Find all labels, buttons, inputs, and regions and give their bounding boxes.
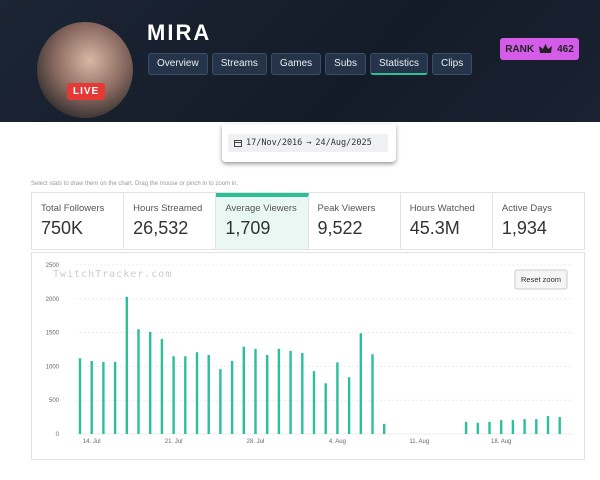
hint: Select stats to draw them on the chart. … (31, 181, 239, 187)
bar (184, 356, 187, 434)
date-from: 17/Nov/2016 (246, 138, 303, 148)
nav-tab[interactable]: Clips (431, 53, 473, 75)
stat-label: Hours Watched (409, 203, 475, 214)
date-range: 17/Nov/2016 → 24/Aug/2025 (228, 134, 388, 152)
calendar-icon (234, 140, 242, 147)
crown-icon (539, 44, 553, 53)
stat[interactable]: Active Days 1,934 (493, 193, 584, 249)
stat-value: 45.3M (409, 218, 460, 238)
x-tick-label: 14. Jul (83, 439, 101, 445)
header: LIVE MIRA Overview Streams Games Subs Statis… (0, 0, 600, 122)
rank-value: 462 (557, 43, 574, 55)
reset-zoom[interactable] (514, 269, 568, 290)
y-tick-label: 1500 (46, 331, 60, 337)
bar (383, 423, 386, 434)
chart: TwitchTracker.com Reset zoom 0 500 1000 150… (31, 252, 585, 460)
bar (195, 352, 199, 434)
stat[interactable]: Peak Viewers 9,522 (309, 193, 401, 249)
x-tick-label: 18. Aug (491, 439, 511, 445)
stat[interactable]: Hours Streamed 26,532 (124, 193, 217, 249)
stat-label: Hours Streamed (133, 203, 203, 214)
bar (160, 339, 164, 434)
bar (78, 358, 82, 434)
bar (102, 362, 105, 434)
y-tick-label: 2500 (46, 263, 60, 269)
bar (312, 371, 316, 434)
reset-zoom-label: Reset zoom (521, 275, 561, 284)
bar (511, 420, 515, 434)
bar (535, 419, 538, 434)
nav-tab[interactable]: Statistics (369, 53, 428, 75)
y-tick-label: 2000 (46, 297, 60, 303)
x-tick-label: 11. Aug (409, 439, 429, 445)
x-tick-label: 21. Jul (165, 439, 183, 445)
bar (359, 333, 362, 434)
nav-tab[interactable]: Overview (148, 53, 208, 75)
y-tick-label: 500 (49, 398, 60, 404)
bar (125, 296, 128, 434)
stat-value: 26,532 (133, 218, 189, 238)
bar (242, 346, 245, 434)
arrow: → (306, 138, 312, 148)
bar (230, 360, 234, 434)
bar (172, 356, 175, 434)
bar (371, 354, 374, 434)
bar (523, 419, 526, 434)
bar (219, 369, 222, 434)
bar (546, 416, 550, 434)
nav-tab[interactable]: Games (270, 53, 322, 75)
bar (254, 348, 257, 434)
bar (207, 354, 210, 434)
x-tick-label: 4. Aug (329, 439, 346, 445)
bar (90, 360, 93, 434)
bar (301, 352, 304, 434)
stat-label: Active Days (501, 203, 553, 214)
y-tick-label: 1000 (46, 364, 60, 370)
bar (266, 354, 269, 434)
bar (488, 421, 491, 434)
nav: Overview Streams Games Subs Statistics Clips (148, 53, 473, 75)
y-tick-label: 0 (56, 432, 60, 438)
bar (149, 331, 152, 434)
stat-value: 1,934 (501, 218, 547, 238)
bar (464, 421, 468, 434)
bar (277, 348, 281, 434)
bar (347, 377, 351, 434)
nav-tab[interactable]: Streams (211, 53, 267, 75)
stat[interactable]: Hours Watched 45.3M (401, 193, 493, 249)
stat-value: 750K (41, 218, 84, 238)
bar (476, 422, 479, 434)
channel-name: MIRA (147, 20, 212, 45)
stats: Total Followers 750K Hours Streamed 26,532 A… (31, 192, 585, 250)
live-badge: LIVE (67, 83, 106, 100)
x-tick-label: 28. Jul (247, 439, 265, 445)
nav-tab[interactable]: Subs (325, 53, 366, 75)
chart-frame (31, 252, 585, 460)
bar (500, 420, 503, 434)
bar (289, 350, 292, 434)
stat-label: Peak Viewers (317, 203, 376, 214)
stat-value: 9,522 (317, 218, 363, 238)
bar (137, 329, 140, 434)
bar (558, 417, 561, 434)
bar (336, 362, 339, 434)
bar (324, 383, 327, 434)
stat[interactable]: Total Followers 750K (32, 193, 125, 249)
stat-value: 1,709 (225, 218, 271, 238)
avatar (37, 22, 133, 118)
rank-label: RANK (505, 43, 535, 55)
bar (113, 362, 117, 434)
stat[interactable]: Average Viewers 1,709 (216, 193, 309, 249)
stat-label: Average Viewers (225, 203, 297, 214)
rank-badge[interactable]: RANK 462 (500, 38, 579, 60)
stat-label: Total Followers (41, 203, 105, 214)
date-to: 24/Aug/2025 (315, 138, 372, 148)
watermark: TwitchTracker.com (53, 269, 172, 280)
date-picker[interactable]: 17/Nov/2016 → 24/Aug/2025 (222, 124, 396, 162)
